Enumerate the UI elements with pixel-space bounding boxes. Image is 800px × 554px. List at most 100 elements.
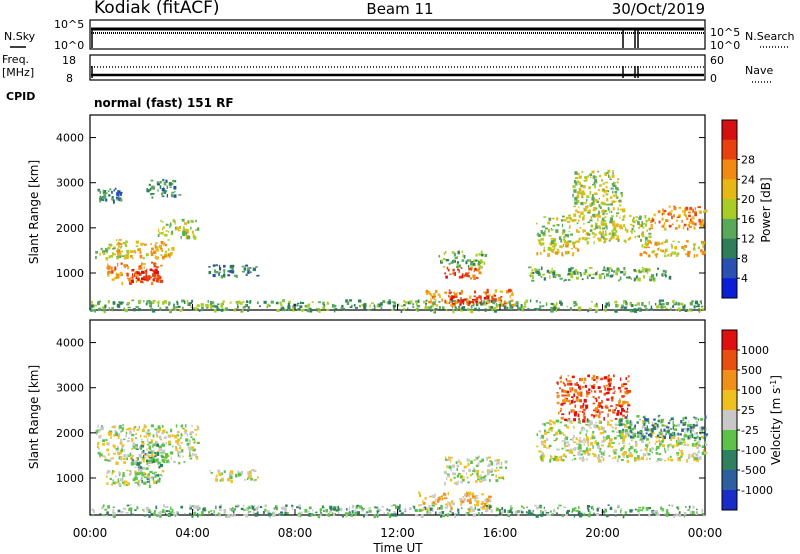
data-cell <box>253 479 256 482</box>
data-cell <box>268 512 271 517</box>
data-cell <box>579 399 582 403</box>
data-cell <box>655 254 658 258</box>
data-cell <box>116 249 120 253</box>
data-cell <box>561 394 565 397</box>
data-cell <box>592 374 596 379</box>
data-cell <box>97 300 101 305</box>
data-cell <box>672 420 674 425</box>
data-cell <box>489 496 492 498</box>
data-cell <box>637 221 640 226</box>
data-cell <box>543 246 545 249</box>
data-cell <box>688 505 691 509</box>
data-cell <box>566 305 568 308</box>
data-cell <box>605 172 609 174</box>
data-cell <box>134 273 136 278</box>
data-cell <box>160 219 162 222</box>
data-cell <box>479 265 481 268</box>
data-cell <box>680 454 683 458</box>
data-cell <box>629 509 633 513</box>
data-cell <box>525 511 528 514</box>
data-cell <box>481 478 484 482</box>
data-cell <box>647 217 651 221</box>
data-cell <box>393 511 396 514</box>
data-cell <box>699 300 702 304</box>
data-cell <box>103 193 106 197</box>
data-cell <box>675 219 679 222</box>
data-cell <box>494 309 497 313</box>
data-cell <box>541 305 545 307</box>
data-cell <box>563 506 567 508</box>
data-cell <box>152 476 155 481</box>
data-cell <box>164 191 167 194</box>
data-cell <box>581 171 584 174</box>
data-cell <box>441 507 443 510</box>
data-cell <box>175 447 178 451</box>
data-cell <box>635 448 638 451</box>
data-cell <box>278 513 281 516</box>
data-cell <box>609 442 611 444</box>
data-cell <box>438 507 441 510</box>
data-cell <box>345 299 348 303</box>
data-cell <box>392 504 396 507</box>
colorbar-tick-label: -1000 <box>741 484 773 497</box>
data-cell <box>548 235 552 237</box>
data-cell <box>594 397 597 400</box>
data-cell <box>577 452 581 456</box>
data-cell <box>182 427 185 430</box>
data-cell <box>539 455 541 459</box>
data-cell <box>209 304 213 306</box>
data-cell <box>419 494 422 498</box>
data-cell <box>551 267 553 270</box>
data-cell <box>168 461 171 464</box>
data-cell <box>614 423 618 426</box>
data-cell <box>560 235 562 238</box>
data-cell <box>99 428 101 432</box>
data-cell <box>135 475 137 479</box>
data-cell <box>537 239 541 242</box>
data-cell <box>690 511 692 513</box>
data-cell <box>637 455 640 459</box>
data-cell <box>640 430 643 433</box>
data-cell <box>664 270 667 274</box>
data-cell <box>625 410 629 413</box>
data-cell <box>684 309 688 312</box>
data-cell <box>499 290 504 293</box>
data-cell <box>123 438 126 441</box>
data-cell <box>467 462 470 467</box>
data-cell <box>626 229 629 233</box>
data-cell <box>569 421 571 423</box>
data-cell <box>482 505 486 508</box>
data-cell <box>373 514 376 519</box>
data-cell <box>115 448 119 450</box>
data-cell <box>638 270 642 274</box>
data-cell <box>611 215 614 218</box>
data-cell <box>581 386 585 389</box>
data-cell <box>610 203 613 206</box>
data-cell <box>657 210 661 214</box>
data-cell <box>455 461 458 465</box>
data-cell <box>678 424 681 427</box>
data-cell <box>609 378 612 382</box>
data-cell <box>237 471 240 474</box>
data-cell <box>161 424 164 428</box>
data-cell <box>214 305 218 308</box>
data-cell <box>368 507 371 510</box>
data-cell <box>517 305 519 308</box>
data-cell <box>578 237 581 241</box>
data-cell <box>595 513 600 516</box>
data-cell <box>449 502 452 507</box>
data-cell <box>354 511 357 516</box>
data-cell <box>629 454 634 458</box>
data-cell <box>679 456 681 460</box>
data-cell <box>422 500 424 503</box>
data-cell <box>148 276 152 279</box>
data-cell <box>150 179 154 182</box>
data-cell <box>391 301 395 303</box>
data-cell <box>126 469 129 472</box>
data-cell <box>156 514 159 517</box>
data-cell <box>526 506 528 509</box>
data-cell <box>114 470 116 473</box>
data-cell <box>645 451 648 454</box>
data-cell <box>487 295 490 300</box>
data-cell <box>606 435 610 439</box>
